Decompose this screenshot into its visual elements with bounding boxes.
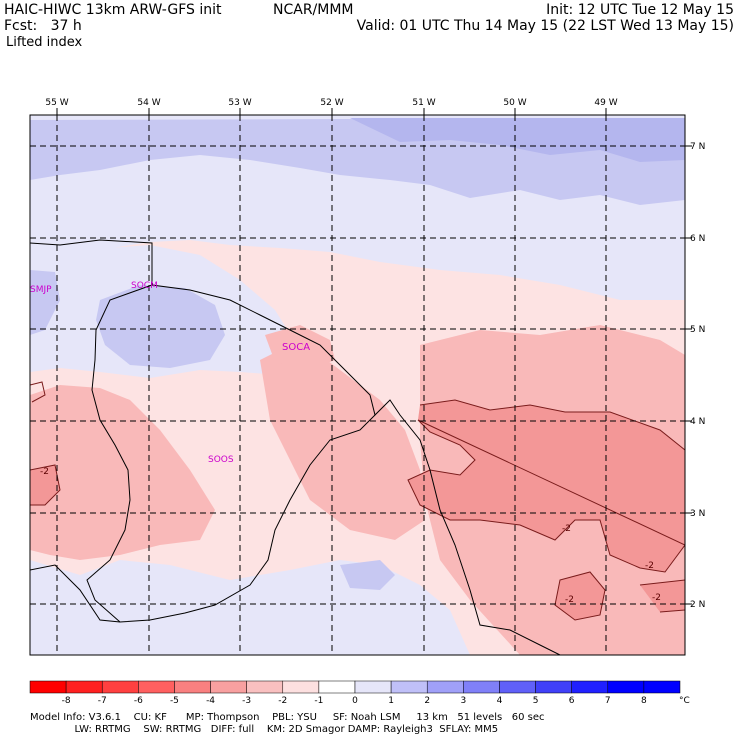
lat-label: 3 N xyxy=(690,509,705,519)
colorbar: -8 -7 -6 -5 -4 -3 -2 -1 0 1 2 3 4 5 6 7 8 °C xyxy=(29,680,690,706)
field-name: Lifted index xyxy=(6,35,83,50)
colorbar-tick-label: -1 xyxy=(314,696,323,706)
lon-label: 50 W xyxy=(503,98,526,108)
colorbar-tick-label: -7 xyxy=(98,696,107,706)
colorbar-tick-label: 6 xyxy=(569,696,575,706)
neg-mod-west xyxy=(30,385,215,560)
lon-label: 53 W xyxy=(228,98,251,108)
contour-corner xyxy=(639,579,685,613)
station-soos: SOOS xyxy=(208,455,234,465)
lat-label: 6 N xyxy=(690,234,705,244)
footer-model-info: Model Info: V3.6.1 CU: KF MP: Thompson P… xyxy=(30,712,545,723)
colorbar-segment xyxy=(246,680,284,694)
contour-label: -2 xyxy=(565,595,574,605)
contour-label: -2 xyxy=(40,467,49,477)
longitude-labels: 55 W 54 W 53 W 52 W 51 W 50 W 49 W xyxy=(45,98,617,108)
neg-strong-se xyxy=(555,572,605,620)
colorbar-tick-label: -2 xyxy=(278,696,287,706)
station-socm: SOCM xyxy=(131,281,158,291)
graticule xyxy=(30,115,685,655)
filled-field xyxy=(30,115,685,655)
valid-time: Valid: 01 UTC Thu 14 May 15 (22 LST Wed … xyxy=(356,18,734,34)
colorbar-segment xyxy=(174,680,211,694)
contour-nw-small xyxy=(30,381,46,403)
pos-mod-south xyxy=(340,560,395,590)
lat-label: 2 N xyxy=(690,600,705,610)
colorbar-tick-label: -4 xyxy=(206,696,215,706)
colorbar-segment xyxy=(282,680,320,694)
colorbar-segment xyxy=(210,680,247,694)
footer-physics-info: LW: RRTMG SW: RRTMG DIFF: full KM: 2D Sm… xyxy=(30,724,499,735)
contour-sw xyxy=(30,464,61,506)
colorbar-tick-label: 3 xyxy=(460,696,466,706)
contour-label: -2 xyxy=(562,524,571,534)
colorbar-tick-label: 5 xyxy=(533,696,539,706)
coastline-borders xyxy=(30,239,561,655)
contour-label: -2 xyxy=(645,561,654,571)
colorbar-tick-label: 1 xyxy=(388,696,394,706)
colorbar-segment xyxy=(138,680,175,694)
plot-frame xyxy=(29,114,686,656)
colorbar-segment xyxy=(29,680,67,694)
init-time: Init: 12 UTC Tue 12 May 15 xyxy=(546,2,734,18)
colorbar-tick-label: 8 xyxy=(641,696,647,706)
border-suriname-guyane xyxy=(86,284,376,623)
neg-mod-center xyxy=(260,340,425,540)
colorbar-tick-label: -6 xyxy=(134,696,143,706)
lon-label: 52 W xyxy=(320,98,343,108)
lon-label: 54 W xyxy=(137,98,160,108)
colorbar-segment xyxy=(390,680,428,694)
contour-label: -2 xyxy=(652,593,661,603)
colorbar-unit: °C xyxy=(679,696,690,706)
neg-strong-east xyxy=(408,400,685,572)
lat-label: 4 N xyxy=(690,417,705,427)
station-labels: SMJP SOCM SOCA SOOS xyxy=(30,281,310,465)
neg-strong-sw xyxy=(30,465,60,505)
colorbar-segment xyxy=(643,680,681,694)
colorbar-tick-label: 2 xyxy=(424,696,430,706)
pos-mod-west-blob xyxy=(96,285,225,368)
coastline xyxy=(30,239,561,655)
colorbar-segment xyxy=(354,680,392,694)
colorbar-segment xyxy=(426,680,464,694)
colorbar-tick-label: -8 xyxy=(62,696,71,706)
contour-lines xyxy=(30,381,685,621)
colorbar-tick-label: 7 xyxy=(605,696,611,706)
pos-mod-ne xyxy=(350,118,685,162)
top-ticks xyxy=(56,108,692,605)
colorbar-tick-label: 0 xyxy=(352,696,358,706)
colorbar-segment xyxy=(463,680,500,694)
lon-label: 55 W xyxy=(45,98,68,108)
latitude-labels: 7 N 6 N 5 N 4 N 3 N 2 N xyxy=(690,142,705,610)
colorbar-segment xyxy=(607,680,645,694)
organization: NCAR/MMM xyxy=(273,2,354,18)
colorbar-segment xyxy=(571,680,609,694)
colorbar-tick-label: -5 xyxy=(170,696,179,706)
colorbar-tick-label: -3 xyxy=(242,696,251,706)
lon-label: 51 W xyxy=(412,98,435,108)
lat-label: 5 N xyxy=(690,325,705,335)
station-smjp: SMJP xyxy=(30,285,52,295)
colorbar-tick-label: 4 xyxy=(497,696,503,706)
colorbar-segment xyxy=(65,680,103,694)
contour-se xyxy=(554,571,606,621)
pos-mod-sw xyxy=(30,270,60,335)
colorbar-segment xyxy=(535,680,572,694)
forecast-hour: Fcst: 37 h xyxy=(4,18,82,34)
contour-value-labels: -2 -2 -2 -2 -2 xyxy=(40,467,661,605)
lon-label: 49 W xyxy=(594,98,617,108)
contour-east xyxy=(407,399,685,573)
station-soca: SOCA xyxy=(282,342,310,353)
neg-mod-soca xyxy=(265,325,335,370)
lat-label: 7 N xyxy=(690,142,705,152)
model-title: HAIC-HIWC 13km ARW-GFS init xyxy=(4,2,222,18)
colorbar-segment xyxy=(499,680,536,694)
colorbar-segment xyxy=(318,680,356,694)
colorbar-segment xyxy=(101,680,139,694)
border-southwest xyxy=(30,564,121,623)
